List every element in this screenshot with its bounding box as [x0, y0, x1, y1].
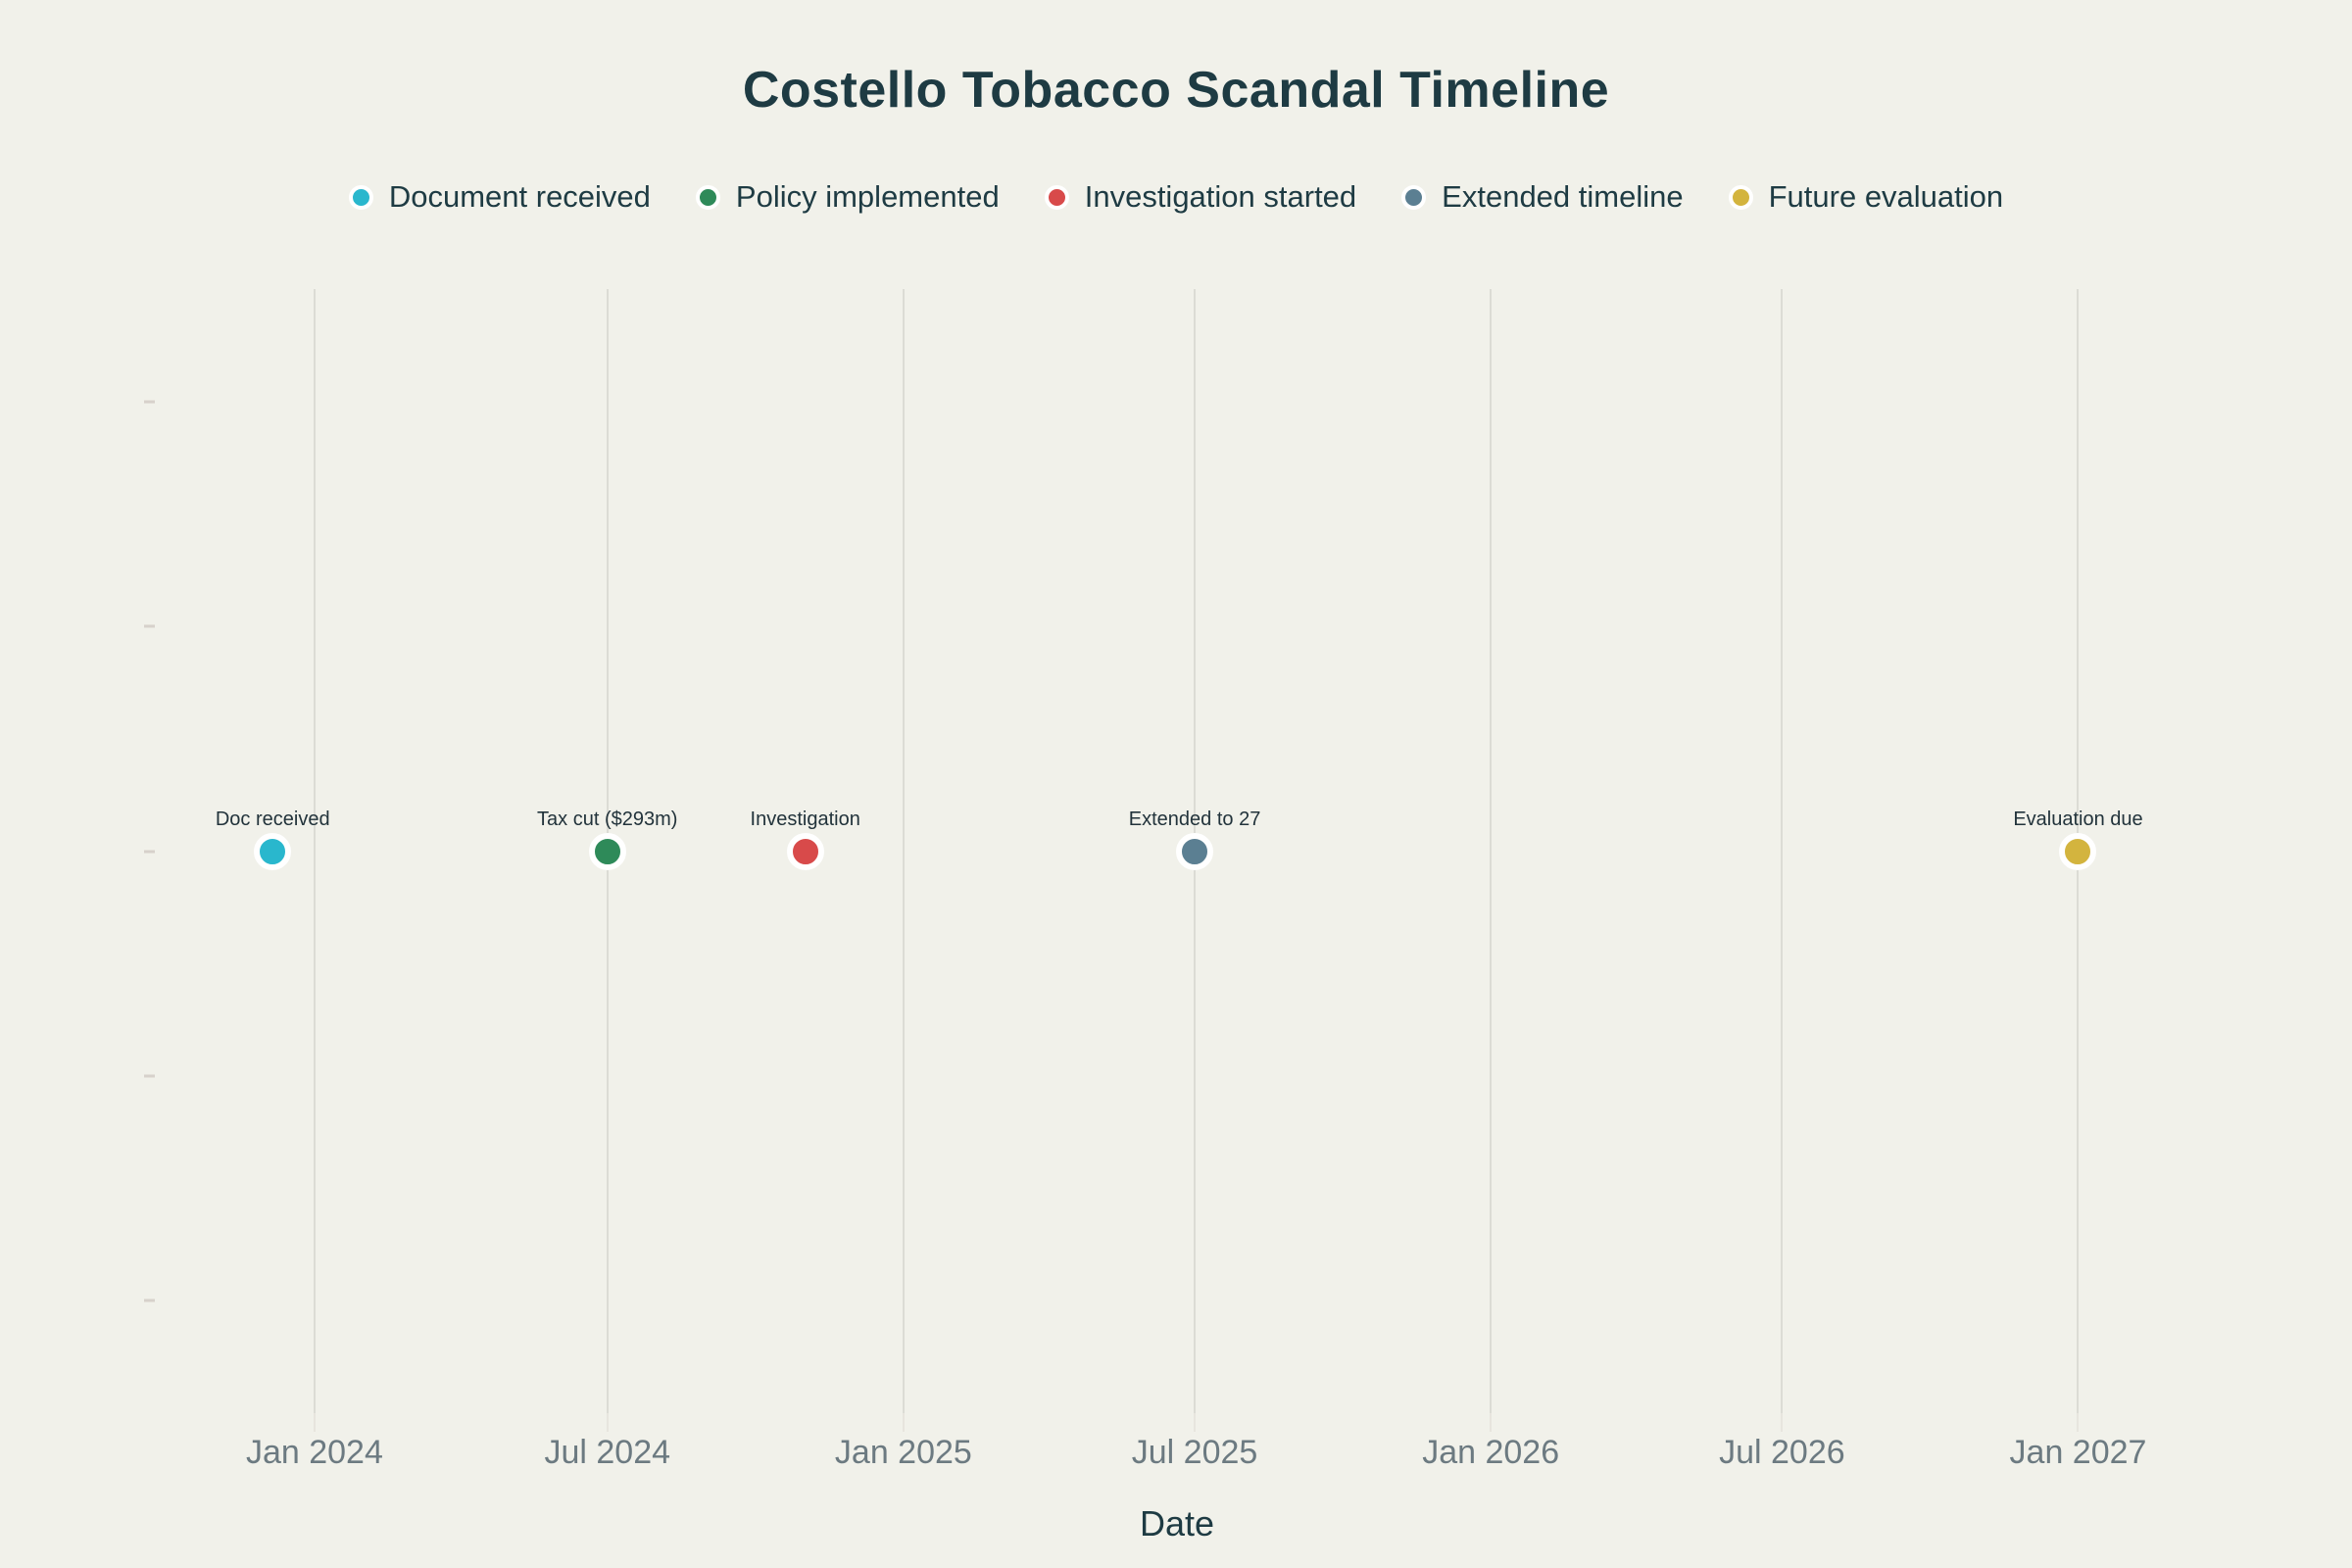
x-tick-mark: [1490, 1413, 1493, 1432]
legend-item-label: Future evaluation: [1768, 179, 2004, 214]
x-tick-label: Jul 2026: [1719, 1434, 1845, 1471]
x-tick-mark: [606, 1413, 609, 1432]
data-point-marker[interactable]: [786, 832, 824, 870]
data-point-label: Tax cut ($293m): [537, 808, 678, 830]
legend-item-label: Policy implemented: [735, 179, 1000, 214]
legend-marker-icon: [1401, 184, 1427, 210]
gridline: [1781, 289, 1784, 1413]
legend-item[interactable]: Investigation started: [1044, 179, 1357, 215]
data-point-label: Doc received: [215, 808, 330, 830]
x-tick-mark: [2077, 1413, 2080, 1432]
y-tick-mark: [144, 624, 155, 628]
data-point-marker[interactable]: [254, 832, 292, 870]
x-tick-label: Jan 2024: [245, 1434, 383, 1471]
data-point-marker[interactable]: [1176, 832, 1214, 870]
x-tick-label: Jan 2027: [2009, 1434, 2147, 1471]
y-tick-mark: [144, 1298, 155, 1302]
legend-marker-icon: [695, 184, 720, 210]
data-point-label: Extended to 27: [1128, 808, 1261, 830]
legend: Document received Policy implemented Inves…: [0, 179, 2352, 215]
legend-item[interactable]: Document received: [348, 179, 651, 215]
x-axis-title: Date: [1139, 1503, 1215, 1544]
plot-area: Jan 2024 Jul 2024 Jan 2025 Jul 2025 Jan 2026…: [144, 289, 2197, 1471]
legend-marker-icon: [1044, 184, 1069, 210]
legend-marker-icon: [348, 184, 373, 210]
y-tick-mark: [144, 850, 155, 853]
gridline: [902, 289, 905, 1413]
legend-item-label: Document received: [388, 179, 651, 214]
chart-title: Costello Tobacco Scandal Timeline: [742, 62, 1610, 119]
x-tick-mark: [902, 1413, 905, 1432]
x-tick-label: Jul 2024: [544, 1434, 671, 1471]
gridline: [313, 289, 316, 1413]
gridline: [1490, 289, 1493, 1413]
legend-marker-icon: [1728, 184, 1753, 210]
legend-item-label: Extended timeline: [1442, 179, 1684, 214]
x-tick-mark: [313, 1413, 316, 1432]
data-point-label: Investigation: [750, 808, 860, 830]
x-tick-mark: [1194, 1413, 1197, 1432]
data-point-marker[interactable]: [2059, 832, 2097, 870]
legend-item[interactable]: Future evaluation: [1728, 179, 2004, 215]
x-tick-label: Jul 2025: [1131, 1434, 1258, 1471]
x-tick-label: Jan 2026: [1422, 1434, 1560, 1471]
x-tick-label: Jan 2025: [834, 1434, 972, 1471]
y-tick-mark: [144, 400, 155, 404]
y-tick-mark: [144, 1074, 155, 1078]
legend-item-label: Investigation started: [1084, 179, 1357, 214]
legend-item[interactable]: Extended timeline: [1401, 179, 1684, 215]
data-point-marker[interactable]: [588, 832, 626, 870]
data-point-label: Evaluation due: [2013, 808, 2143, 830]
x-tick-mark: [1781, 1413, 1784, 1432]
legend-item[interactable]: Policy implemented: [695, 179, 1000, 215]
